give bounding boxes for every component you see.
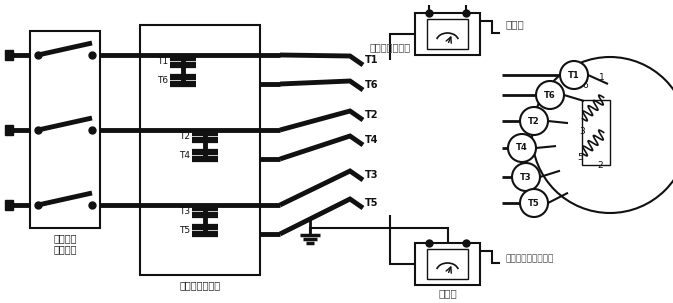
Bar (5, 50, 13, 60)
Text: T3: T3 (365, 170, 378, 180)
Text: T1: T1 (157, 57, 168, 66)
Text: T2: T2 (528, 116, 540, 125)
Text: 5: 5 (577, 154, 583, 162)
Text: T4: T4 (516, 144, 528, 152)
Bar (5, 125, 13, 135)
Bar (427, 19, 468, 49)
Text: 兆欧表: 兆欧表 (438, 288, 457, 298)
Text: T2: T2 (365, 110, 378, 120)
Text: 3: 3 (579, 126, 585, 135)
Text: 1: 1 (599, 74, 605, 82)
Bar (5, 200, 13, 210)
Text: 每个绕组的对地电阙: 每个绕组的对地电阙 (505, 255, 553, 264)
Text: 2: 2 (597, 161, 603, 169)
Circle shape (520, 189, 548, 217)
Bar (427, 249, 468, 279)
Text: T6: T6 (365, 80, 378, 90)
Text: 兆欧表: 兆欧表 (505, 19, 524, 29)
Bar (582, 100, 610, 165)
Bar (30, 31, 100, 228)
Circle shape (560, 61, 588, 89)
Bar (140, 25, 260, 275)
Text: 绕组之间的电阙: 绕组之间的电阙 (370, 42, 411, 52)
Text: T5: T5 (365, 198, 378, 208)
Text: T6: T6 (544, 91, 556, 99)
Circle shape (512, 163, 540, 191)
Text: T6: T6 (157, 76, 168, 85)
Text: T1: T1 (568, 71, 580, 79)
Text: 启动器（开启）: 启动器（开启） (180, 280, 221, 290)
Bar (415, 243, 480, 285)
Text: T3: T3 (179, 207, 190, 216)
Text: T1: T1 (365, 55, 378, 65)
Text: T2: T2 (179, 132, 190, 141)
Circle shape (508, 134, 536, 162)
Circle shape (536, 81, 564, 109)
Text: T5: T5 (528, 198, 540, 208)
Text: 主断路器
（开启）: 主断路器 （开启） (53, 233, 77, 255)
Text: 6: 6 (582, 81, 588, 89)
Text: T4: T4 (365, 135, 378, 145)
Text: T4: T4 (179, 151, 190, 160)
Text: T5: T5 (179, 226, 190, 235)
Bar (415, 13, 480, 55)
Circle shape (520, 107, 548, 135)
Text: T3: T3 (520, 172, 532, 181)
